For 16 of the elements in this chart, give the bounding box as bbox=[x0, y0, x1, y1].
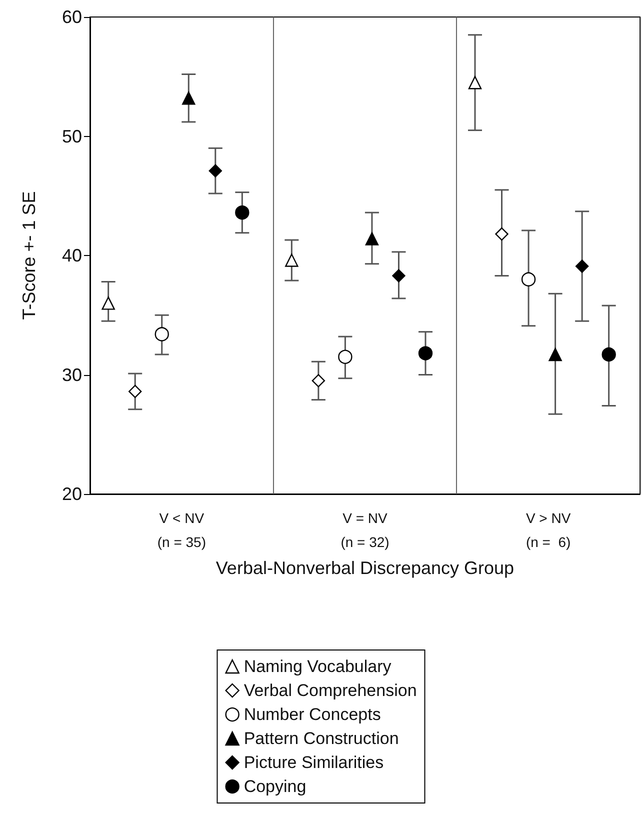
legend-label: Number Concepts bbox=[244, 705, 381, 724]
x-tick-label: V > NV (n = 6) bbox=[526, 510, 572, 550]
legend-label: Pattern Construction bbox=[244, 729, 399, 748]
x-axis-title: Verbal-Nonverbal Discrepancy Group bbox=[216, 558, 514, 578]
y-tick-label: 30 bbox=[62, 364, 82, 385]
legend-label: Copying bbox=[244, 777, 306, 796]
legend-label: Naming Vocabulary bbox=[244, 657, 392, 676]
y-tick-label: 60 bbox=[62, 7, 82, 27]
legend-label: Picture Similarities bbox=[244, 753, 384, 772]
x-tick-label: V < NV (n = 35) bbox=[157, 510, 206, 550]
y-tick-label: 40 bbox=[62, 246, 82, 266]
legend-label: Verbal Comprehension bbox=[244, 681, 417, 700]
x-tick-label: V = NV (n = 32) bbox=[340, 510, 390, 550]
y-axis-title: T-Score +- 1 SE bbox=[19, 191, 39, 320]
y-tick-label: 50 bbox=[62, 126, 82, 146]
y-tick-label: 20 bbox=[62, 484, 82, 504]
